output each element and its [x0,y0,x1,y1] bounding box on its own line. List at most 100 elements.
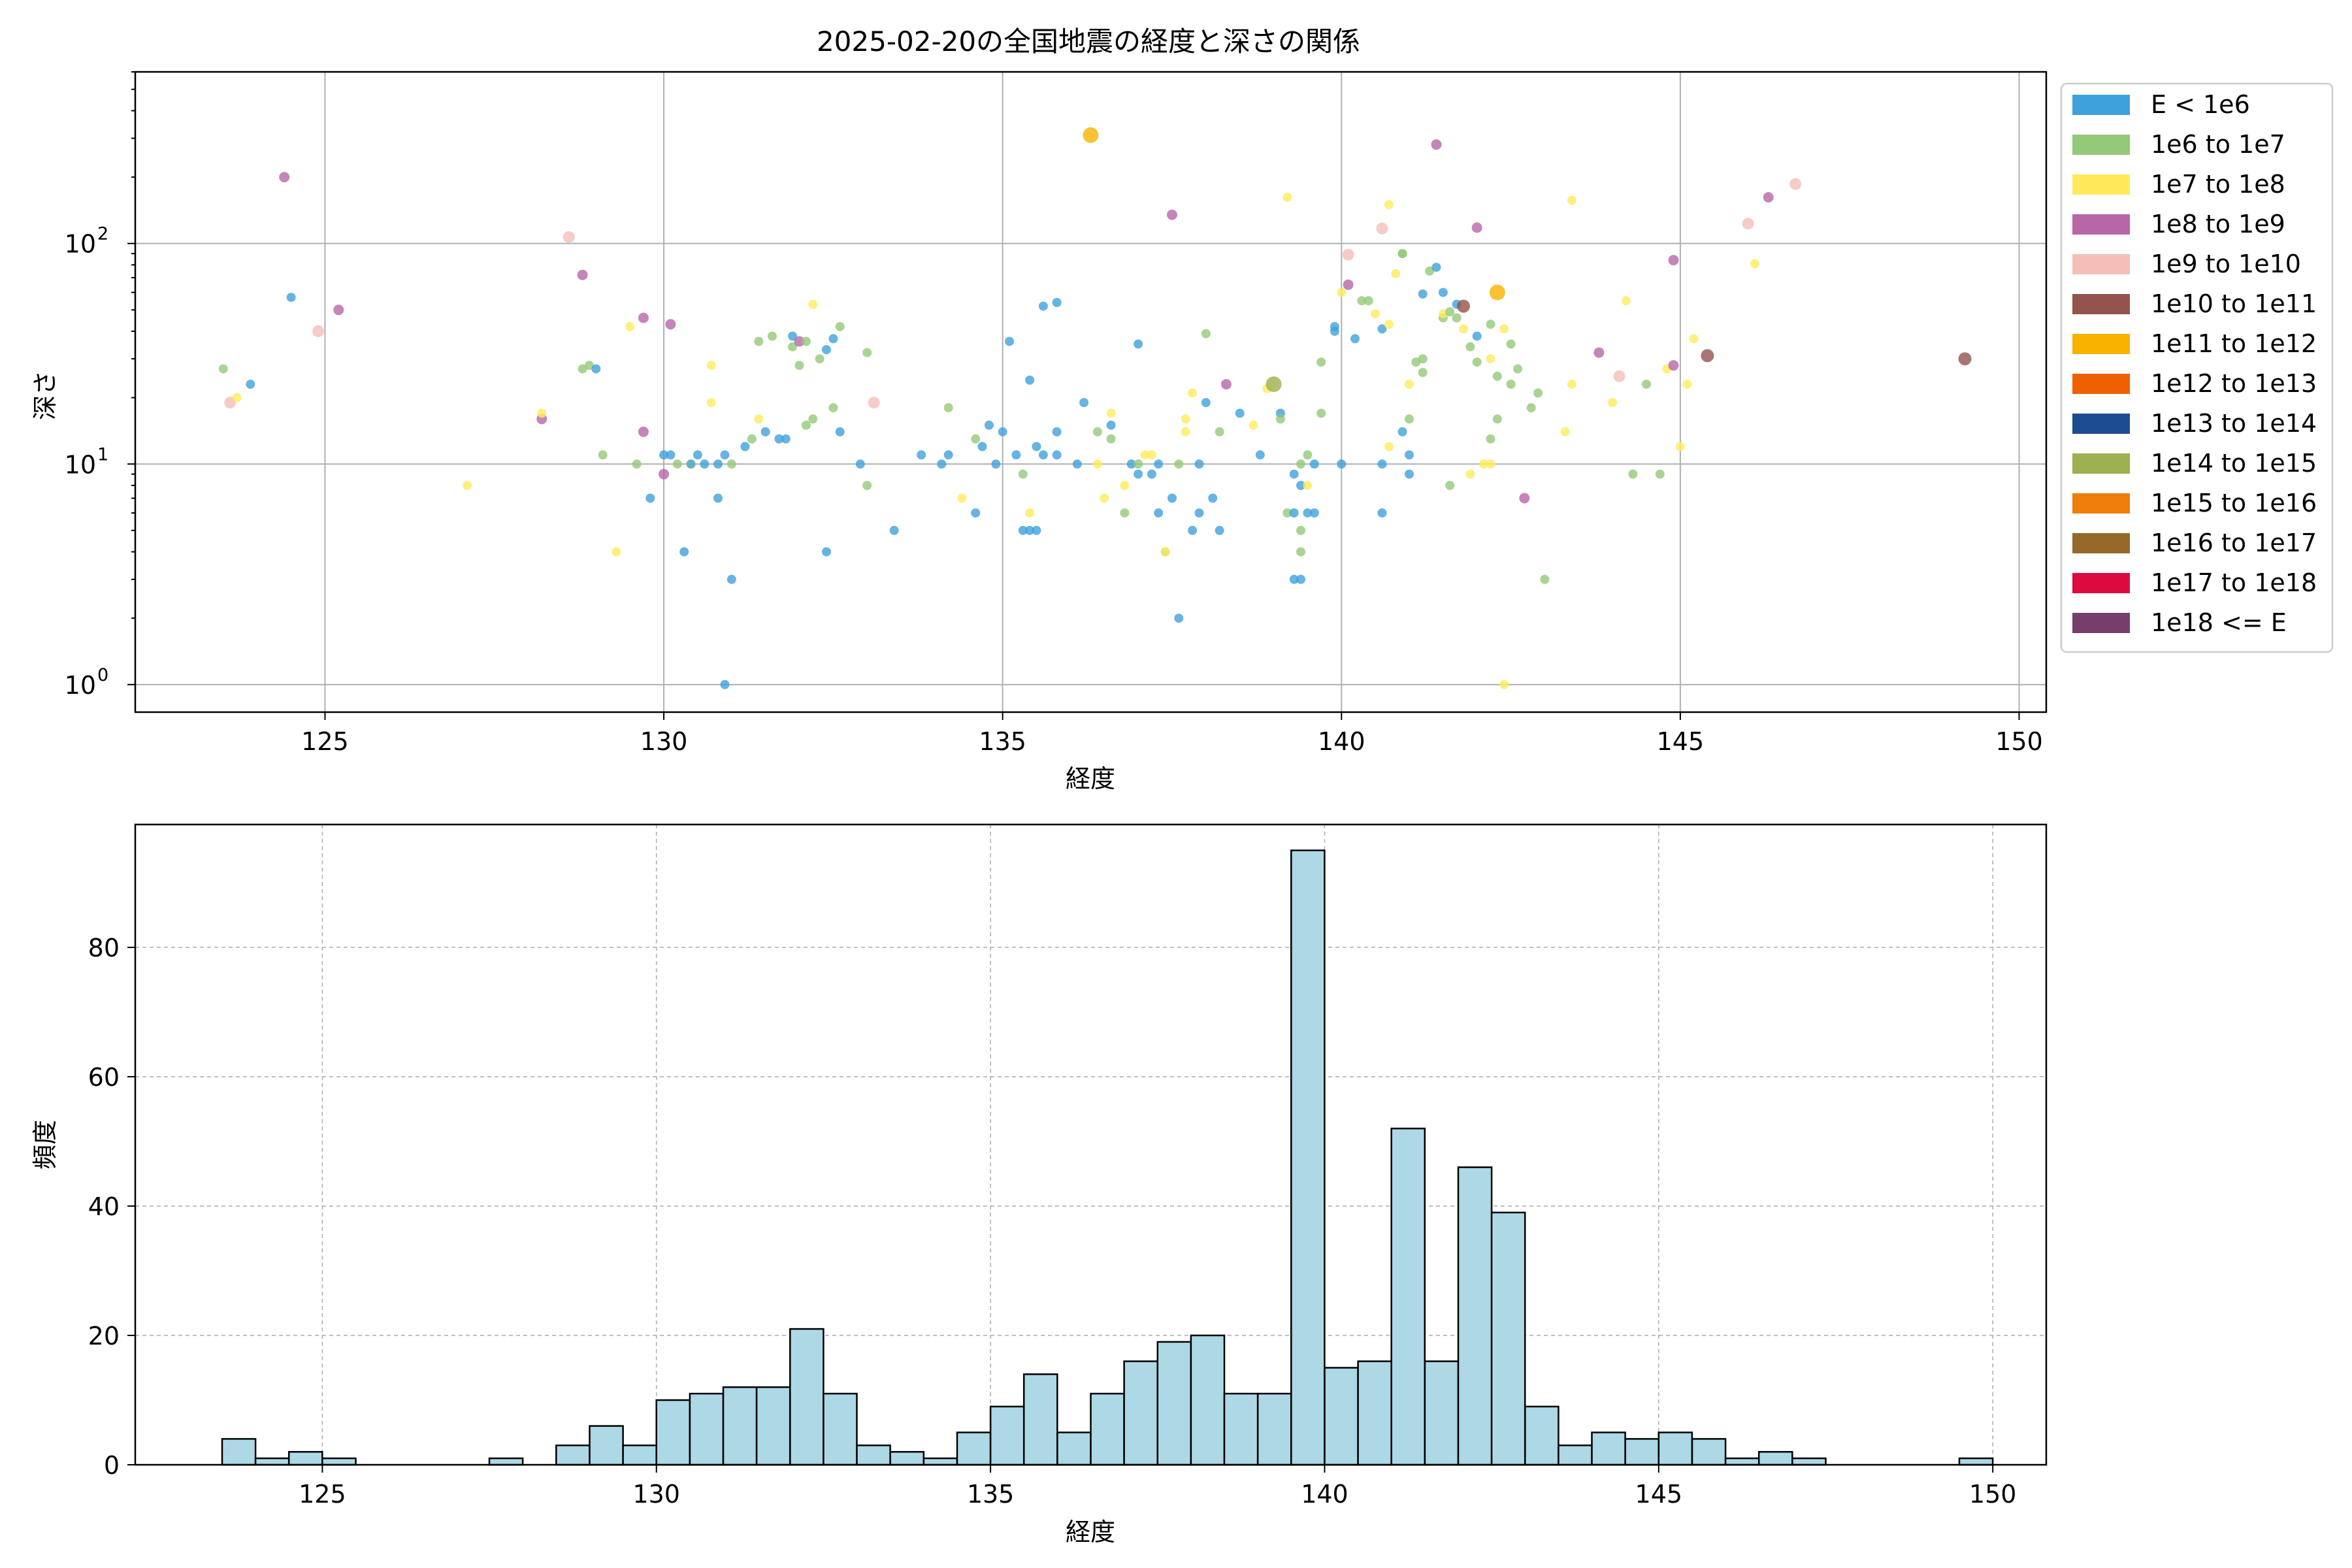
scatter-point [1330,321,1339,331]
scatter-point [801,336,811,346]
legend-swatch [2072,334,2130,354]
scatter-point [1188,525,1198,535]
scatter-point [1052,298,1062,307]
histogram-bar [622,1445,657,1466]
scatter-point [700,459,710,469]
scatter-point [1397,427,1407,436]
histogram-x-tick-label: 125 [299,1480,346,1509]
scatter-point [1384,319,1394,329]
scatter-point [1459,324,1468,334]
scatter-point [1405,380,1414,389]
histogram-bar [1190,1334,1226,1466]
scatter-point [1092,427,1102,436]
legend-label: 1e13 to 1e14 [2151,409,2317,438]
scatter-point [1337,459,1347,469]
scatter-point [815,354,825,364]
scatter-point [1701,349,1714,363]
histogram-bar [555,1445,591,1466]
histogram-bar [1457,1166,1493,1466]
scatter-point [1371,309,1380,319]
scatter-point [1025,375,1035,385]
scatter-point [1303,450,1313,460]
histogram-bar [923,1457,958,1466]
scatter-point [1275,414,1285,424]
scatter-point [835,427,845,436]
scatter-point [971,434,981,444]
histogram-bar [823,1392,858,1466]
scatter-point [1235,408,1245,418]
legend-label: 1e10 to 1e11 [2151,289,2317,318]
scatter-point [665,319,676,330]
scatter-point [1303,508,1313,518]
legend-label: 1e14 to 1e15 [2151,449,2317,478]
scatter-chart: 2025-02-20の全国地震の経度と深さの関係 125 130 135 140 145… [31,25,2334,793]
scatter-point [232,393,242,402]
scatter-y-label: 深さ [31,370,59,420]
scatter-point [1296,525,1305,535]
histogram-bar [1624,1438,1660,1466]
scatter-point [1316,357,1326,367]
scatter-point [1160,547,1170,557]
legend-swatch [2072,573,2130,593]
histogram-y-label: 頻度 [31,1120,59,1169]
scatter-point [760,427,770,436]
scatter-point [1134,339,1143,349]
scatter-point [666,450,676,460]
scatter-point [828,334,838,344]
legend-label: 1e17 to 1e18 [2151,568,2317,597]
scatter-point [971,508,981,518]
scatter-point [645,493,655,503]
scatter-point [808,299,818,309]
scatter-point [1032,525,1041,535]
scatter-point [747,434,757,444]
histogram-y-tick-label: 80 [88,934,120,962]
scatter-point [1167,209,1177,220]
scatter-point [1120,508,1130,518]
scatter-point [1296,459,1305,469]
scatter-point [740,442,750,451]
scatter-point [577,269,588,280]
scatter-points [218,127,1972,689]
histogram-bar [789,1328,825,1466]
histogram-bar [1658,1431,1693,1466]
scatter-point [1613,370,1625,382]
scatter-point [943,450,953,460]
legend-swatch [2072,453,2130,474]
scatter-point [1018,525,1028,535]
scatter-point [1628,469,1638,479]
scatter-plot-frame [134,71,2048,713]
scatter-point [1682,380,1692,389]
scatter-point [1147,450,1156,460]
scatter-point [1038,301,1048,311]
scatter-point [1005,336,1014,346]
scatter-point [957,493,967,503]
scatter-point [801,420,811,430]
scatter-point [808,414,818,424]
scatter-point [917,450,926,460]
scatter-point [1126,459,1136,469]
histogram-bar [1958,1457,1994,1466]
scatter-point [1181,427,1190,436]
scatter-point [868,397,880,409]
scatter-y-tick-label: 10 [65,671,96,700]
scatter-point [977,442,987,451]
scatter-point [333,304,344,316]
scatter-point [693,450,702,460]
scatter-point [1201,398,1211,408]
scatter-point [1083,127,1099,143]
scatter-point [1377,324,1387,334]
scatter-point [1181,414,1190,424]
scatter-point [1506,339,1516,349]
legend-swatch [2072,493,2130,514]
scatter-point [822,345,831,355]
scatter-point [1742,218,1754,230]
histogram-bar [1123,1360,1158,1466]
scatter-x-tick-label: 125 [301,727,349,756]
scatter-x-axis: 125 130 135 140 145 150 [301,712,2043,756]
scatter-point [822,547,831,557]
scatter-point [1201,329,1211,338]
scatter-point [713,493,723,503]
scatter-point [1350,334,1360,344]
scatter-point [1418,289,1428,299]
